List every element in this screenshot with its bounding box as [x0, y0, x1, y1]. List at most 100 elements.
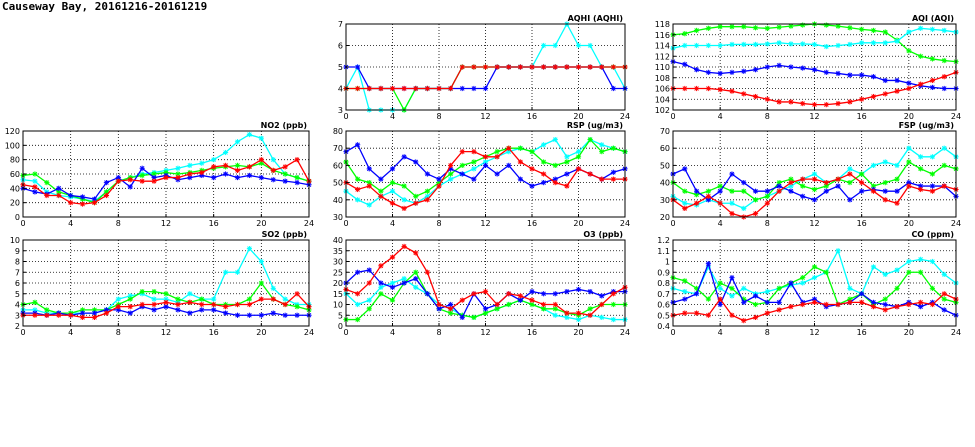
data-point: [517, 64, 523, 70]
data-point: [482, 306, 489, 312]
data-point: [575, 166, 582, 172]
data-point: [187, 162, 193, 168]
data-point: [211, 164, 217, 170]
data-point: [682, 310, 688, 316]
data-point: [610, 291, 616, 297]
series-aqi-1: [670, 25, 959, 51]
data-point: [258, 174, 264, 181]
x-tick-label: 12: [480, 219, 490, 228]
data-point: [199, 307, 205, 313]
series-aqi-3: [670, 69, 959, 108]
data-point: [610, 169, 616, 175]
x-tick-label: 24: [620, 328, 630, 337]
data-point: [471, 176, 477, 182]
data-point: [32, 171, 38, 177]
y-tick-label: 102: [655, 106, 670, 115]
y-tick-label: 9: [15, 247, 20, 256]
data-point: [870, 162, 877, 168]
y-tick-label: 60: [333, 161, 343, 170]
data-point: [56, 185, 62, 191]
data-point: [494, 149, 500, 155]
data-point: [448, 85, 454, 92]
data-point: [823, 188, 829, 194]
data-point: [32, 299, 38, 305]
data-point: [717, 285, 723, 291]
data-point: [693, 291, 700, 297]
data-point: [752, 188, 759, 194]
x-tick-label: 16: [857, 328, 867, 337]
data-point: [564, 64, 570, 70]
data-point: [127, 177, 133, 183]
data-point: [282, 171, 288, 177]
y-tick-label: 106: [655, 85, 670, 94]
series-fsp-1: [670, 159, 959, 203]
data-point: [471, 85, 477, 92]
data-point: [729, 69, 735, 75]
x-tick-label: 16: [527, 112, 537, 121]
data-point: [564, 183, 570, 189]
x-tick-label: 0: [343, 219, 348, 228]
x-tick-label: 8: [116, 328, 121, 337]
data-point: [741, 205, 747, 211]
x-tick-label: 16: [527, 328, 537, 337]
page-title: Causeway Bay, 20161216-20161219: [2, 0, 208, 13]
data-point: [906, 301, 912, 308]
data-point: [529, 64, 535, 70]
data-point: [575, 154, 582, 160]
data-point: [918, 81, 924, 87]
data-point: [800, 22, 806, 28]
data-point: [294, 180, 300, 186]
data-point: [401, 243, 407, 250]
data-point: [506, 64, 512, 70]
data-point: [599, 142, 605, 148]
data-point: [693, 67, 700, 73]
x-tick-label: 8: [436, 112, 441, 121]
data-point: [436, 183, 442, 189]
data-point: [882, 307, 888, 313]
y-tick-label: 15: [333, 290, 343, 299]
data-point: [823, 69, 829, 75]
data-point: [929, 188, 936, 194]
x-tick-label: 4: [390, 219, 395, 228]
data-point: [529, 183, 535, 189]
data-point: [800, 65, 806, 71]
data-point: [941, 183, 947, 189]
data-point: [918, 154, 924, 160]
data-point: [918, 186, 924, 193]
x-tick-label: 12: [161, 219, 171, 228]
data-point: [764, 310, 770, 316]
data-point: [717, 24, 723, 30]
data-point: [389, 254, 396, 260]
data-point: [517, 293, 523, 299]
data-point: [882, 40, 888, 46]
data-point: [811, 186, 818, 193]
chart-title: SO2 (ppb): [262, 230, 307, 239]
data-point: [541, 171, 547, 177]
data-point: [91, 200, 98, 206]
data-point: [44, 180, 50, 186]
data-point: [906, 80, 912, 86]
data-point: [366, 85, 372, 92]
data-point: [541, 42, 547, 49]
data-point: [847, 197, 853, 203]
data-point: [222, 149, 229, 156]
data-point: [424, 269, 430, 275]
data-point: [234, 139, 241, 145]
data-point: [693, 188, 700, 194]
x-tick-label: 20: [904, 328, 914, 337]
x-tick-label: 4: [718, 219, 723, 228]
data-point: [234, 269, 241, 275]
data-point: [682, 289, 688, 295]
data-point: [564, 159, 570, 165]
data-point: [366, 306, 372, 312]
data-point: [103, 192, 110, 199]
data-point: [506, 301, 512, 308]
x-tick-label: 24: [620, 112, 630, 121]
data-point: [764, 193, 770, 199]
data-point: [729, 312, 735, 318]
data-point: [541, 180, 547, 186]
chart-title: CO (ppm): [911, 230, 954, 239]
data-point: [424, 188, 430, 194]
x-tick-label: 8: [765, 328, 770, 337]
data-point: [355, 301, 361, 308]
